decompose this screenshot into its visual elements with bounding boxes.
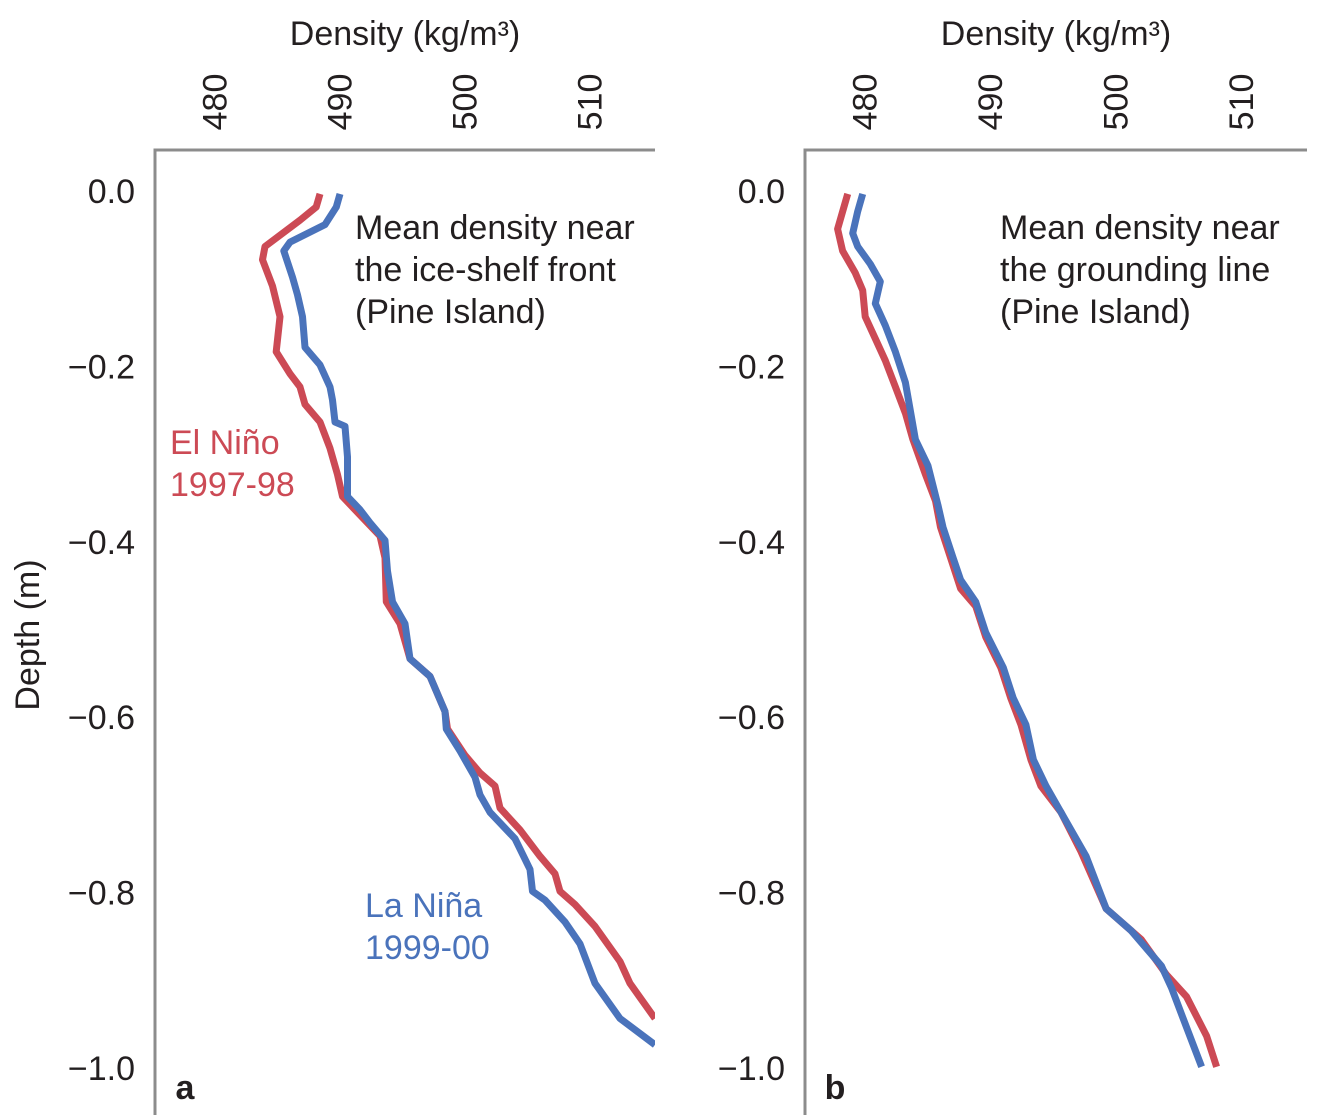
x-tick-label: 500 (1098, 74, 1136, 131)
data-line (849, 192, 1205, 1069)
y-tick-label: −0.6 (68, 699, 135, 737)
y-tick-label: −0.6 (718, 699, 785, 737)
panel: Density (kg/m³) 480 490 500 510 0.0 −0.2 −0.4 −0… (718, 15, 1307, 1115)
panel: Density (kg/m³) Depth (m) 480 490 500 510 0.0 −… (9, 15, 655, 1115)
x-tick-label: 500 (446, 74, 484, 131)
panel-label: b (825, 1069, 846, 1107)
x-tick-label: 510 (571, 74, 609, 131)
data-line (280, 192, 655, 1048)
annotation: Mean density near (1000, 209, 1280, 247)
y-axis-title: Depth (m) (9, 559, 47, 710)
annotation: (Pine Island) (355, 293, 546, 331)
y-tick-label: −1.0 (718, 1050, 785, 1088)
x-tick-label: 480 (847, 74, 885, 131)
x-tick-label: 510 (1223, 74, 1261, 131)
y-tick-label: −0.8 (718, 875, 785, 913)
y-tick-label: −0.2 (718, 348, 785, 386)
y-tick-label: −1.0 (68, 1050, 135, 1088)
data-line (259, 192, 655, 1021)
series-label: El Niño (170, 424, 280, 462)
annotation: the grounding line (1000, 251, 1270, 289)
axis-line (803, 148, 1307, 1115)
y-tick-label: 0.0 (738, 173, 785, 211)
annotation: the ice-shelf front (355, 251, 616, 289)
y-tick-label: −0.2 (68, 348, 135, 386)
y-tick-label: −0.4 (718, 524, 785, 562)
series-label: 1997-98 (170, 466, 295, 504)
y-tick-label: 0.0 (88, 173, 135, 211)
panel-label: a (176, 1069, 196, 1107)
x-axis-title: Density (kg/m³) (290, 15, 520, 53)
annotation: (Pine Island) (1000, 293, 1191, 331)
x-axis-title: Density (kg/m³) (941, 15, 1171, 53)
y-tick-label: −0.8 (68, 875, 135, 913)
annotation: Mean density near (355, 209, 635, 247)
y-tick-label: −0.4 (68, 524, 135, 562)
series-label: La Niña (365, 887, 482, 925)
axis-line (153, 148, 655, 1115)
x-tick-label: 490 (972, 74, 1010, 131)
x-tick-label: 490 (321, 74, 359, 131)
series-label: 1999-00 (365, 929, 490, 967)
x-tick-label: 480 (196, 74, 234, 131)
